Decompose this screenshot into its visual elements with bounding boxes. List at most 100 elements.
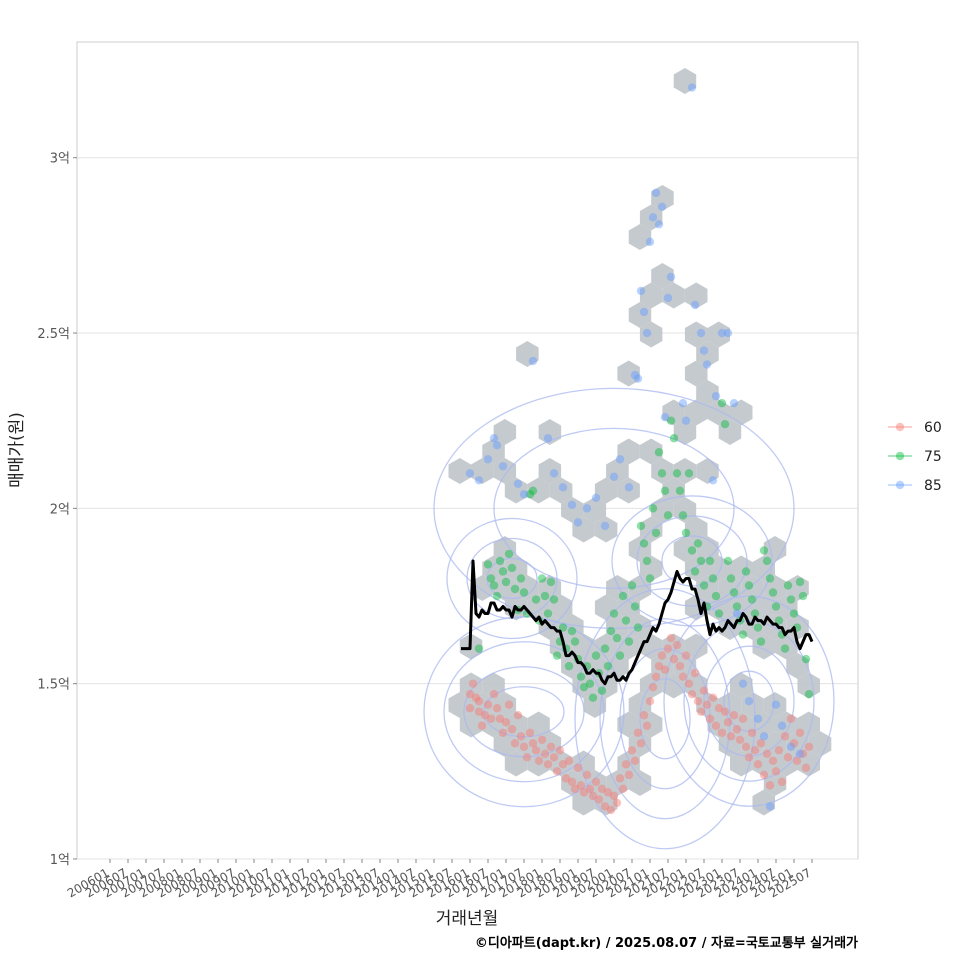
point-60 (621, 760, 631, 769)
point-60 (528, 739, 538, 748)
point-85 (465, 469, 475, 478)
density-contour (463, 666, 585, 758)
hexbin-cell (684, 399, 708, 426)
hexbin-cell (786, 731, 809, 757)
point-60 (777, 777, 787, 787)
point-60 (549, 753, 559, 762)
point-60 (738, 714, 748, 723)
point-75 (591, 651, 601, 660)
hexbin-cell (639, 438, 663, 465)
point-85 (687, 83, 697, 92)
hexbin-cell (594, 516, 618, 543)
point-85 (651, 188, 661, 197)
point-75 (798, 591, 808, 601)
hexbin-cell (561, 497, 584, 523)
point-60 (483, 700, 493, 709)
point-75 (627, 581, 637, 590)
point-60 (780, 732, 790, 741)
hexbin-cell (561, 614, 584, 640)
point-75 (510, 584, 520, 594)
hexbin-cell (628, 536, 652, 562)
point-60 (510, 739, 520, 748)
point-85 (624, 483, 634, 492)
point-85 (558, 483, 568, 492)
hexbin-cell (707, 711, 730, 738)
point-75 (549, 595, 559, 604)
density-contour (619, 648, 711, 790)
hexbin-cell (639, 633, 663, 660)
point-60 (579, 788, 589, 797)
point-85 (723, 328, 733, 338)
point-60 (693, 697, 703, 706)
point-75 (675, 486, 685, 496)
y-tick-label: 2억 (50, 502, 70, 517)
hexbin-cell (651, 263, 674, 289)
hexbin-cell (684, 555, 708, 582)
point-60 (645, 697, 655, 706)
point-60 (585, 784, 595, 794)
hexbin-cell (718, 575, 742, 601)
hexbin-cell (617, 438, 640, 465)
point-60 (627, 746, 637, 755)
hexbin-cell (651, 653, 674, 679)
point-75 (744, 581, 754, 590)
point-85 (528, 356, 538, 366)
hexbin-cell (549, 477, 573, 504)
point-60 (630, 756, 640, 766)
hexbin-cell (741, 575, 764, 601)
point-75 (531, 595, 541, 604)
point-75 (771, 602, 781, 611)
hexbin-cell (707, 555, 730, 582)
point-75 (612, 633, 622, 643)
point-75 (483, 560, 493, 569)
point-85 (642, 328, 652, 338)
hexbin-cell (752, 789, 775, 816)
legend-key-dot (895, 422, 905, 432)
point-75 (516, 574, 526, 583)
point-85 (591, 493, 601, 503)
point-75 (501, 577, 511, 587)
hexbin-cell (673, 458, 697, 484)
point-60 (465, 689, 475, 699)
point-60 (774, 746, 784, 755)
point-75 (633, 623, 643, 632)
density-contour (599, 618, 731, 820)
point-60 (570, 784, 580, 794)
point-75 (723, 556, 733, 566)
point-75 (606, 626, 616, 636)
hexbin-cell (549, 594, 573, 621)
point-75 (639, 539, 649, 548)
hexbin-cell (786, 575, 809, 601)
hexbin-cell (572, 516, 595, 543)
point-75 (486, 574, 496, 583)
point-75 (759, 546, 769, 555)
point-75 (741, 567, 751, 576)
hexbin-cell (763, 536, 787, 562)
y-tick-label: 1.5억 (37, 678, 70, 693)
point-60 (639, 711, 649, 720)
hexbin-cell (684, 282, 708, 309)
density-contour (433, 387, 795, 630)
point-60 (651, 672, 661, 681)
point-60 (684, 679, 694, 688)
point-60 (783, 753, 793, 762)
point-75 (684, 469, 694, 478)
scatter-points-layer (465, 83, 814, 815)
hexbin-cell (572, 750, 595, 777)
point-60 (606, 805, 616, 815)
point-75 (498, 567, 508, 576)
hexbin-cell (594, 633, 618, 660)
point-75 (495, 556, 505, 566)
hexbin-cell (684, 633, 708, 660)
point-60 (501, 718, 511, 727)
hexbin-cell (696, 692, 719, 718)
hexbin-cell (459, 711, 483, 738)
hexbin-cell (594, 477, 618, 504)
point-60 (540, 749, 550, 759)
point-60 (588, 791, 598, 801)
hexbin-cell (606, 458, 629, 484)
point-75 (681, 528, 691, 538)
point-85 (648, 213, 658, 222)
point-75 (726, 574, 736, 583)
